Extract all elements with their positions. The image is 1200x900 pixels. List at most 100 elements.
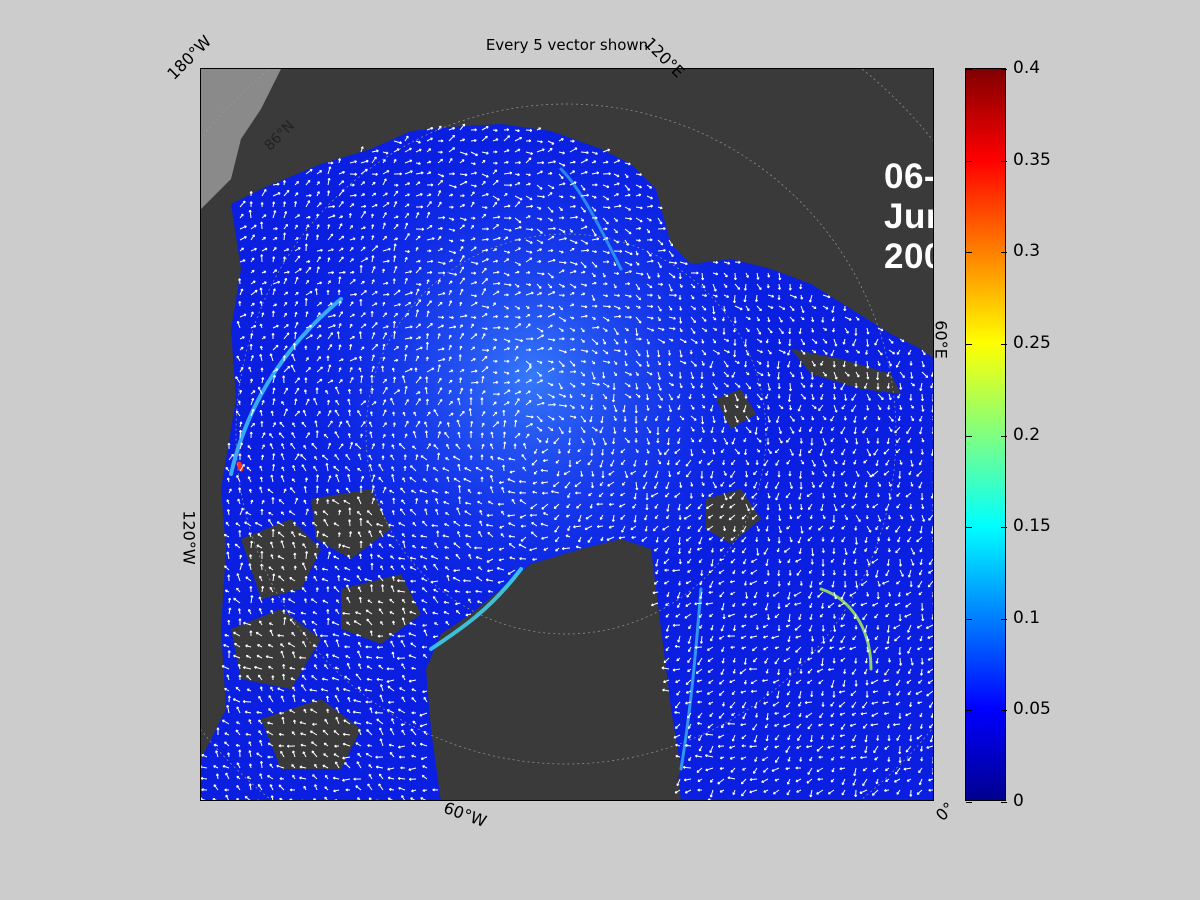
vector-arrowhead [650,285,653,288]
vector-arrowhead [573,270,577,272]
vector-arrowhead [354,292,357,295]
vector-arrow [646,272,651,279]
vector-arrowhead [300,454,302,457]
vector-arrow [338,223,343,230]
vector-arrowhead [362,246,366,249]
vector-arrow [558,261,567,264]
vector-arrowhead [361,346,365,348]
vector-arrowhead [338,276,341,279]
vector-arrowhead [272,256,275,259]
vector-arrow [657,228,666,230]
vector-arrowhead [405,135,409,138]
vector-arrowhead [486,174,489,178]
vector-arrow [613,205,622,208]
vector-arrowhead [694,418,697,421]
vector-arrowhead [594,195,597,199]
vector-arrow [492,180,499,186]
vector-arrowhead [586,151,589,154]
vector-arrowhead [465,152,468,155]
vector-arrow [547,291,556,296]
vector-arrowhead [457,464,459,467]
vector-arrow [591,238,599,241]
vector-arrowhead [517,129,520,132]
vector-arrowhead [409,270,412,272]
vector-arrowhead [381,268,385,271]
vector-arrowhead [331,271,334,273]
vector-arrowhead [911,484,914,487]
vector-arrow [712,305,715,314]
vector-arrow [503,135,510,142]
vector-arrowhead [386,292,390,295]
vector-arrowhead [650,304,654,307]
vector-arrowhead [702,277,705,281]
vector-arrowhead [359,299,362,302]
vector-arrowhead [449,280,453,282]
vector-arrow [503,205,511,208]
vector-arrowhead [517,201,520,203]
vector-arrowhead [636,387,639,390]
vector-arrowhead [744,299,747,303]
vector-arrowhead [368,464,371,467]
vector-arrowhead [530,151,534,155]
vector-arrow [492,237,501,241]
vector-arrow [459,217,467,221]
vector-arrowhead [393,255,396,258]
vector-arrowhead [681,354,683,358]
vector-arrow [382,178,387,186]
vector-arrowhead [616,271,620,275]
vector-arrowhead [506,293,509,296]
vector-arrowhead [497,197,500,201]
vector-arrowhead [297,410,300,413]
vector-arrowhead [429,201,432,203]
vector-arrow [789,294,797,299]
vector-arrowhead [715,294,718,297]
vector-arrow [349,160,357,164]
vector-arrowhead [432,237,435,239]
vector-arrowhead [593,281,597,284]
vector-arrow [239,236,247,241]
vector-arrowhead [483,213,486,216]
vector-arrow [558,237,567,241]
vector-arrow [547,305,554,309]
vector-arrowhead [339,223,342,226]
vector-arrowhead [355,443,357,446]
vector-arrowhead [670,409,672,413]
vector-arrow [404,278,408,285]
vector-arrowhead [371,235,374,238]
vector-arrow [580,249,589,252]
vector-arrowhead [394,201,397,204]
vector-arrow [536,228,543,234]
vector-arrow [536,148,545,153]
vector-arrowhead [449,379,453,382]
vector-arrow [525,151,533,155]
vector-arrow [371,255,374,263]
vector-arrowhead [396,183,399,186]
vector-arrow [525,239,533,244]
vector-arrowhead [528,283,532,286]
vector-arrow [580,158,588,164]
vector-arrow [756,272,759,280]
vector-arrow [426,260,433,263]
greenland-land [436,559,681,800]
vector-arrowhead [348,212,351,216]
vector-arrowhead [922,439,925,443]
vector-arrowhead [429,270,433,273]
vector-arrow [569,216,578,219]
vector-arrowhead [416,288,419,291]
vector-arrowhead [395,358,399,361]
vector-arrowhead [338,300,342,303]
vector-arrowhead [607,185,610,188]
vector-arrowhead [583,340,585,343]
vector-arrowhead [518,238,521,241]
vector-arrowhead [315,234,319,237]
vector-arrowhead [330,161,334,164]
vector-arrow [316,256,321,263]
vector-arrow [393,201,397,208]
vector-arrowhead [517,173,520,176]
vector-arrowhead [828,295,831,298]
graticule [201,69,933,800]
vector-arrow [415,299,422,307]
vector-arrowhead [294,201,297,204]
vector-arrowhead [309,193,312,196]
vector-arrowhead [564,261,567,264]
